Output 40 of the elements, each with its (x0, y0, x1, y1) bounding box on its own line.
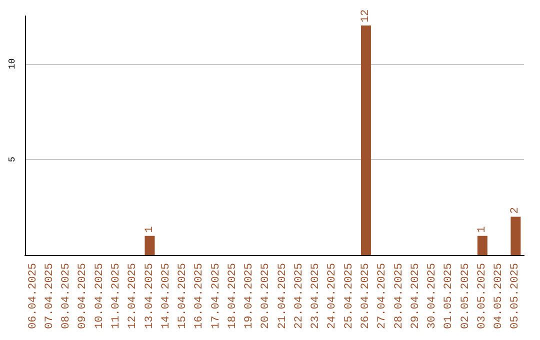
x-tick-label: 30.04.2025 (426, 262, 439, 330)
x-tick-label: 29.04.2025 (410, 262, 422, 330)
bar (144, 236, 155, 255)
x-tick-label: 03.05.2025 (476, 262, 488, 330)
data-label: 2 (510, 207, 522, 214)
x-tick-label: 08.04.2025 (60, 262, 73, 330)
x-tick-label: 01.05.2025 (443, 262, 456, 330)
bar (510, 216, 521, 255)
x-tick-label: 23.04.2025 (310, 262, 322, 330)
data-label: 12 (360, 9, 372, 23)
x-tick-label: 27.04.2025 (376, 262, 389, 330)
x-tick-label: 19.04.2025 (244, 262, 256, 330)
data-label: 1 (144, 226, 156, 233)
x-tick-label: 17.04.2025 (210, 262, 222, 330)
data-label: 1 (476, 226, 488, 233)
x-tick-label: 25.04.2025 (343, 262, 356, 330)
x-tick-label: 20.04.2025 (260, 262, 272, 330)
x-tick-label: 02.05.2025 (460, 262, 472, 330)
x-tick-label: 04.05.2025 (493, 262, 506, 330)
x-tick-label: 24.04.2025 (326, 262, 339, 330)
x-tick-label: 18.04.2025 (226, 262, 239, 330)
x-tick-label: 06.04.2025 (27, 262, 40, 330)
x-tick-label: 26.04.2025 (360, 262, 372, 330)
x-tick-label: 07.04.2025 (44, 262, 56, 330)
x-tick-label: 14.04.2025 (160, 262, 172, 330)
y-tick-label: 10 (8, 58, 18, 70)
x-tick-label: 16.04.2025 (194, 262, 206, 330)
x-tick-label: 28.04.2025 (393, 262, 406, 330)
x-tick-label: 13.04.2025 (144, 262, 156, 330)
x-tick-label: 12.04.2025 (127, 262, 140, 330)
x-tick-label: 10.04.2025 (94, 262, 106, 330)
x-tick-label: 05.05.2025 (510, 262, 522, 330)
x-tick-label: 22.04.2025 (293, 262, 306, 330)
bar (360, 26, 371, 255)
y-tick-label: 5 (8, 156, 18, 162)
bar (477, 236, 488, 255)
x-tick-label: 21.04.2025 (276, 262, 289, 330)
x-tick-label: 11.04.2025 (110, 262, 122, 330)
x-tick-label: 15.04.2025 (177, 262, 190, 330)
x-tick-label: 09.04.2025 (77, 262, 90, 330)
